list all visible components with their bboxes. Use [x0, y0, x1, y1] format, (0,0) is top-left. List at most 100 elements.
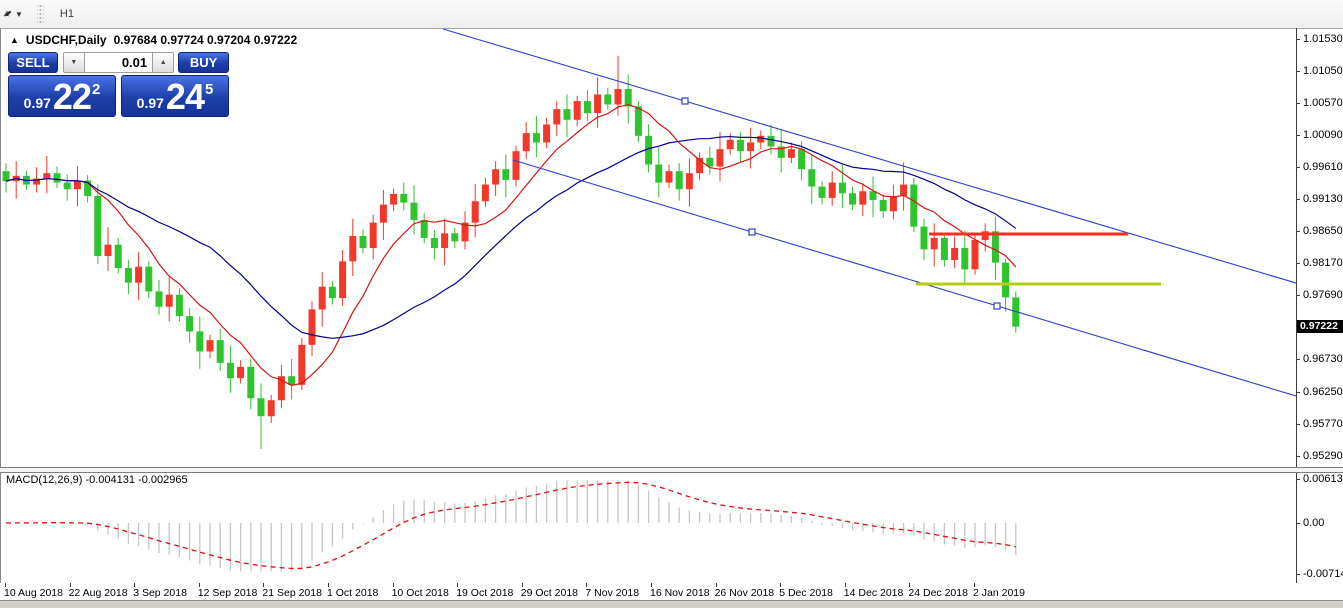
candle[interactable] [155, 280, 163, 315]
timeframe-button-h1[interactable]: H1 [59, 7, 74, 20]
candle[interactable] [787, 142, 795, 164]
candle[interactable] [777, 129, 785, 173]
slow-ma-line[interactable] [5, 135, 1017, 339]
candle[interactable] [135, 251, 143, 301]
candle[interactable] [73, 165, 81, 207]
candle[interactable] [165, 277, 173, 322]
candle[interactable] [451, 227, 459, 248]
candle[interactable] [951, 236, 959, 269]
candle[interactable] [43, 155, 51, 194]
buy-button[interactable]: BUY [178, 52, 230, 73]
candle[interactable] [869, 176, 877, 218]
candle[interactable] [492, 161, 500, 196]
candle[interactable] [318, 272, 326, 327]
candle[interactable] [471, 183, 479, 238]
candle[interactable] [798, 141, 806, 181]
candle[interactable] [502, 154, 510, 198]
candle[interactable] [696, 152, 704, 180]
fast-ma-line[interactable] [5, 104, 1017, 387]
candle[interactable] [430, 229, 438, 260]
candle[interactable] [553, 101, 561, 136]
volume-decrease-icon[interactable]: ▼ [62, 52, 85, 73]
candle[interactable] [104, 227, 112, 271]
candle[interactable] [583, 89, 591, 122]
candle[interactable] [981, 223, 989, 252]
candle[interactable] [512, 145, 520, 187]
candle[interactable] [328, 281, 336, 305]
candle[interactable] [624, 74, 632, 124]
candle[interactable] [828, 171, 836, 206]
candle[interactable] [910, 177, 918, 232]
candle[interactable] [267, 394, 275, 423]
candle[interactable] [940, 232, 948, 267]
candle[interactable] [2, 163, 10, 193]
candle[interactable] [757, 130, 765, 150]
candle[interactable] [991, 216, 999, 281]
candle[interactable] [390, 188, 398, 212]
volume-input[interactable]: 0.01 [84, 52, 153, 73]
timeframe-button-m30[interactable]: M30 [51, 0, 90, 4]
candle[interactable] [961, 230, 969, 285]
dropdown-caret-icon[interactable]: ▼ [15, 9, 23, 19]
candle[interactable] [675, 163, 683, 201]
candle[interactable] [359, 229, 367, 254]
candle[interactable] [379, 189, 387, 240]
candle[interactable] [522, 121, 530, 160]
candle[interactable] [706, 146, 714, 175]
candle[interactable] [665, 164, 673, 188]
candle[interactable] [257, 383, 265, 449]
candle[interactable] [808, 154, 816, 204]
candle[interactable] [971, 233, 979, 275]
toolbar-grip[interactable] [36, 4, 44, 24]
candle[interactable] [237, 360, 245, 384]
candle[interactable] [277, 364, 285, 409]
channel-handle[interactable] [993, 302, 1001, 310]
sell-price-panel[interactable]: 0.97 22 2 [8, 75, 116, 117]
candle[interactable] [563, 94, 571, 138]
candle[interactable] [543, 117, 551, 148]
channel-upper-line[interactable] [442, 28, 1296, 284]
candle[interactable] [196, 316, 204, 369]
candle[interactable] [186, 308, 194, 343]
candle[interactable] [124, 260, 132, 295]
candle[interactable] [288, 358, 296, 400]
volume-increase-icon[interactable]: ▲ [152, 52, 175, 73]
channel-handle[interactable] [681, 97, 689, 105]
candle[interactable] [216, 328, 224, 371]
candle[interactable] [63, 174, 71, 201]
candle[interactable] [849, 186, 857, 210]
candle[interactable] [349, 218, 357, 277]
candle[interactable] [369, 214, 377, 260]
candle[interactable] [420, 213, 428, 244]
candle[interactable] [298, 338, 306, 391]
candle[interactable] [53, 166, 61, 188]
candle[interactable] [716, 131, 724, 182]
candle[interactable] [685, 158, 693, 207]
price-chart-svg[interactable] [0, 28, 1296, 468]
chart-arrows-button[interactable]: ▼ [0, 2, 29, 26]
candle[interactable] [308, 301, 316, 357]
collapse-panel-icon[interactable]: ▲ [10, 35, 19, 45]
candle[interactable] [930, 223, 938, 267]
candle[interactable] [604, 87, 612, 110]
candle[interactable] [12, 161, 20, 199]
channel-handle[interactable] [748, 228, 756, 236]
macd-chart-svg[interactable] [0, 471, 1296, 583]
candle[interactable] [410, 185, 418, 235]
candle[interactable] [920, 218, 928, 261]
candle[interactable] [400, 182, 408, 211]
sell-button[interactable]: SELL [8, 52, 58, 73]
candle[interactable] [900, 162, 908, 211]
candle[interactable] [94, 184, 102, 265]
candle[interactable] [879, 194, 887, 218]
buy-price-panel[interactable]: 0.97 24 5 [121, 75, 229, 117]
candle[interactable] [889, 184, 897, 220]
candle[interactable] [614, 55, 622, 116]
candle[interactable] [339, 249, 347, 307]
candle[interactable] [573, 95, 581, 127]
pane-divider-handle[interactable] [0, 467, 1343, 473]
candle[interactable] [532, 115, 540, 158]
channel-lower-line[interactable] [512, 159, 1296, 397]
candle[interactable] [441, 218, 449, 266]
candle[interactable] [226, 345, 234, 393]
